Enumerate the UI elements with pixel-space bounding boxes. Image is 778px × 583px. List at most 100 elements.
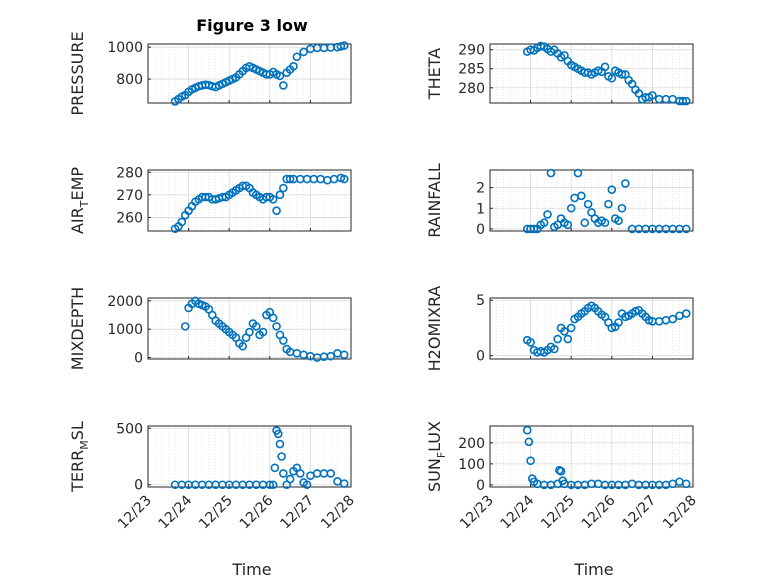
data-point	[549, 344, 559, 354]
x-tick-label: 12/24	[498, 492, 538, 532]
data-point	[681, 96, 691, 106]
data-point	[580, 218, 590, 228]
y-axis-label-text: PRESSURE	[68, 31, 87, 115]
y-tick-label: 5	[476, 293, 485, 309]
data-point	[238, 341, 248, 351]
data-point	[560, 326, 569, 336]
data-point	[285, 474, 295, 484]
data-point	[681, 479, 691, 489]
data-point	[180, 322, 190, 331]
data-point	[553, 334, 562, 344]
data-point	[648, 91, 657, 100]
axes-box	[489, 169, 694, 232]
data-point	[289, 62, 298, 71]
y-tick-label: 280	[458, 81, 485, 97]
x-tick-label: 12/27	[619, 493, 659, 533]
data-point	[279, 336, 288, 345]
data-point	[529, 224, 539, 234]
y-tick-label: 260	[116, 210, 143, 226]
data-point	[268, 195, 278, 204]
y-axis-label: H2OMIXRA	[425, 286, 444, 372]
x-axis-label-left: Time	[231, 560, 271, 579]
data-point	[279, 183, 288, 193]
y-tick-label: 1	[476, 201, 485, 217]
subplot-1: 800 1000 PRESSURE	[68, 31, 352, 116]
x-tick-label: 12/28	[660, 493, 700, 533]
data-point	[617, 70, 627, 79]
data-point	[275, 71, 285, 81]
data-point	[339, 350, 349, 360]
y-axis-label-subscript: F	[435, 452, 448, 458]
data-point	[245, 327, 254, 337]
y-axis-label-tail: LUX	[425, 421, 444, 452]
data-point	[607, 73, 617, 83]
y-tick-label: 285	[458, 62, 485, 78]
y-tick-label: 200	[458, 436, 485, 452]
y-axis-label-text: SUN	[425, 458, 444, 492]
data-point	[617, 203, 627, 213]
y-axis-label: MIXDEPTH	[68, 287, 87, 370]
y-axis-label: THETA	[425, 48, 444, 100]
data-point	[563, 220, 573, 230]
data-point	[556, 466, 566, 476]
data-point	[604, 199, 613, 209]
data-point	[563, 334, 573, 344]
subplot-6: 0 5 H2OMIXRA	[425, 286, 694, 372]
data-point	[526, 338, 535, 347]
axes-box	[147, 43, 352, 104]
data-point	[292, 52, 302, 62]
axes-box	[147, 297, 352, 360]
data-point	[339, 41, 349, 50]
axes-box	[147, 169, 352, 232]
data-point	[536, 41, 546, 51]
y-axis-label-subscript: M	[78, 440, 91, 450]
x-tick-label: 12/27	[277, 493, 317, 533]
y-axis-label: RAINFALL	[425, 163, 444, 238]
data-point	[566, 323, 576, 333]
x-tick-label: 12/26	[579, 492, 619, 532]
y-axis-label-tail: SL	[68, 421, 87, 440]
y-tick-label: 0	[476, 349, 485, 365]
axes-box	[489, 297, 694, 360]
data-point	[275, 190, 285, 200]
data-point	[668, 314, 678, 324]
data-point	[272, 322, 281, 331]
y-tick-label: 0	[134, 478, 143, 494]
data-point	[258, 327, 268, 337]
subplot-3: 260 270 280 AIRTEMP	[68, 165, 352, 234]
y-tick-label: 1000	[107, 40, 143, 56]
data-point	[614, 318, 623, 327]
data-point	[302, 480, 312, 490]
data-point	[270, 463, 280, 473]
data-point	[573, 168, 583, 178]
axes-box	[489, 43, 694, 104]
data-point	[583, 199, 593, 209]
y-axis-label-subscript: T	[78, 200, 91, 208]
data-point	[273, 429, 283, 439]
data-point	[600, 62, 610, 72]
y-axis-label-text: H2OMIXRA	[425, 286, 444, 372]
data-point	[295, 469, 305, 478]
data-point	[279, 81, 288, 90]
data-point	[326, 351, 336, 361]
data-point	[614, 216, 623, 225]
y-tick-label: 0	[476, 478, 485, 494]
data-point	[177, 217, 187, 227]
y-axis-label: AIRTEMP	[68, 167, 91, 234]
x-tick-label: 12/23	[457, 493, 497, 533]
data-point	[524, 437, 534, 447]
data-point	[543, 210, 552, 219]
x-axis-label-right: Time	[573, 560, 613, 579]
data-point	[285, 174, 295, 184]
y-tick-label: 800	[116, 72, 143, 88]
y-axis-label-text: THETA	[425, 48, 444, 100]
data-point	[326, 469, 336, 478]
y-tick-label: 270	[116, 188, 143, 204]
data-point	[607, 185, 617, 194]
y-axis-label-tail: EMP	[68, 167, 87, 201]
y-tick-label: 2	[476, 181, 485, 197]
data-point	[526, 456, 535, 466]
y-axis-label: PRESSURE	[68, 31, 87, 115]
